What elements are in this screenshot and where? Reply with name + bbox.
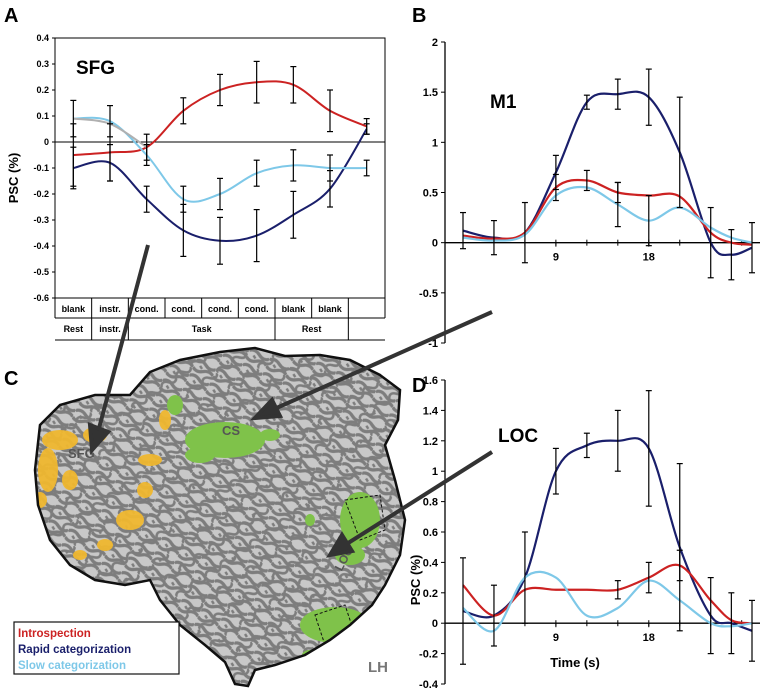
chart-a-table-group: instr. xyxy=(99,324,121,334)
chart-a-table-cell: cond. xyxy=(245,304,269,314)
chart-b: 2 1.5 1 0.5 0 -0.5 -1 9 18 M1 xyxy=(419,37,760,350)
chart-d-title: LOC xyxy=(498,426,538,447)
brain-label-lh: LH xyxy=(368,659,388,676)
chart-d-ytick-label: -0.2 xyxy=(419,649,438,661)
chart-a-ytick-label: -0.5 xyxy=(33,267,49,277)
chart-b-ytick-label: 0 xyxy=(432,238,438,250)
chart-d-ytick-label: 1 xyxy=(432,466,438,478)
chart-d-ytick-label: 0 xyxy=(432,618,438,630)
arrow-m1 xyxy=(271,310,493,412)
chart-b-ytick-label: 1.5 xyxy=(423,87,438,99)
arrowhead-m1 xyxy=(249,396,284,421)
chart-d-series-line xyxy=(462,570,753,633)
chart-d-xlabel: Time (s) xyxy=(550,655,600,670)
chart-b-ytick-label: -0.5 xyxy=(419,288,438,300)
chart-a-ytick-label: 0 xyxy=(44,137,49,147)
chart-a-ytick-label: 0.3 xyxy=(36,59,49,69)
chart-a-ytick-label: -0.3 xyxy=(33,215,49,225)
chart-a-table-cell: blank xyxy=(282,304,307,314)
chart-d-ytick-label: 0.2 xyxy=(423,588,438,600)
chart-a-table-cell: cond. xyxy=(135,304,159,314)
pointer-arrows xyxy=(87,244,494,558)
chart-b-xtick-label: 9 xyxy=(553,252,559,264)
chart-a-ytick-label: 0.1 xyxy=(36,111,49,121)
arrow-loc xyxy=(343,450,494,547)
chart-b-ytick-label: 2 xyxy=(432,37,438,49)
panel-letter-d: D xyxy=(412,375,426,397)
chart-b-xtick-label: 18 xyxy=(643,252,655,264)
panel-letter-a: A xyxy=(4,5,18,27)
brain-label-sfg: SFG xyxy=(68,446,95,461)
chart-d-series-line xyxy=(462,437,753,632)
chart-a-table-cell: cond. xyxy=(171,304,195,314)
chart-d-ylabel: PSC (%) xyxy=(408,555,423,606)
chart-a-ytick-label: -0.1 xyxy=(33,163,49,173)
panel-letter-b: B xyxy=(412,5,426,27)
chart-a-ytick-label: -0.4 xyxy=(33,241,49,251)
chart-d-xtick-label: 9 xyxy=(553,632,559,644)
chart-a-ytick-label: 0.2 xyxy=(36,85,49,95)
chart-a-table-group: Rest xyxy=(302,324,322,334)
chart-d: 1.6 1.4 1.2 1 0.8 0.6 0.4 0.2 0 -0.2 -0.4 9 18 LOC Tim… xyxy=(408,375,760,691)
chart-a-ylabel: PSC (%) xyxy=(6,153,21,204)
arrowhead-loc xyxy=(326,531,356,558)
legend-item-introspection: Introspection xyxy=(18,628,91,640)
chart-a-table-cell: instr. xyxy=(99,304,121,314)
chart-d-ytick-label: 1.6 xyxy=(423,375,438,387)
chart-b-series-line xyxy=(462,185,753,244)
chart-a-table-group: Rest xyxy=(64,324,84,334)
arrowhead-sfg xyxy=(87,421,112,455)
chart-a-table-cell: blank xyxy=(318,304,343,314)
chart-a-table-cell: cond. xyxy=(208,304,232,314)
legend: Introspection Rapid categorization Slow … xyxy=(13,621,180,675)
brain-label-cs: CS xyxy=(222,423,240,438)
legend-item-slow: Slow categorization xyxy=(18,660,126,672)
chart-a-ytick-label: 0.4 xyxy=(36,33,49,43)
chart-a-ytick-label: -0.2 xyxy=(33,189,49,199)
chart-d-ytick-label: 0.6 xyxy=(423,527,438,539)
chart-a-ytick-label: -0.6 xyxy=(33,293,49,303)
chart-d-ytick-label: 1.2 xyxy=(423,436,438,448)
chart-a-table-group: Task xyxy=(192,324,213,334)
panel-letter-c: C xyxy=(4,368,18,390)
chart-b-series-line xyxy=(462,178,753,246)
chart-b-ytick-label: -1 xyxy=(428,338,438,350)
chart-a: 0.4 0.3 0.2 0.1 0 -0.1 -0.2 -0.3 -0.4 -0.5 -0.6 SFG… xyxy=(6,33,386,341)
chart-a-title: SFG xyxy=(76,58,115,79)
chart-d-ytick-label: 1.4 xyxy=(423,405,439,417)
chart-b-title: M1 xyxy=(490,92,517,113)
arrow-sfg xyxy=(96,244,150,433)
legend-item-rapid: Rapid categorization xyxy=(18,644,131,656)
chart-d-xtick-label: 18 xyxy=(643,632,655,644)
chart-d-ytick-label: -0.4 xyxy=(419,679,439,691)
chart-b-ytick-label: 1 xyxy=(432,137,438,149)
chart-d-ytick-label: 0.8 xyxy=(423,497,438,509)
chart-a-table-cell: blank xyxy=(62,304,87,314)
chart-d-ytick-label: 0.4 xyxy=(423,557,439,569)
chart-b-ytick-label: 0.5 xyxy=(423,188,438,200)
